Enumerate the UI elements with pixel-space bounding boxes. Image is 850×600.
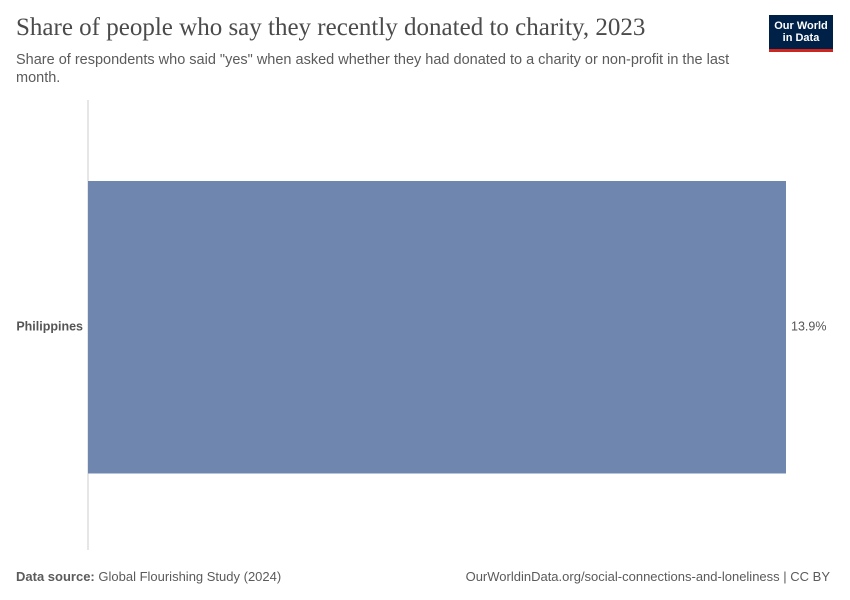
logo-text: Our World bbox=[774, 20, 828, 32]
footer-link[interactable]: OurWorldinData.org/social-connections-an… bbox=[465, 569, 830, 584]
logo[interactable]: Our World in Data bbox=[769, 15, 833, 52]
category-label: Philippines bbox=[16, 320, 83, 334]
chart-subtitle: Share of respondents who said "yes" when… bbox=[16, 52, 730, 86]
value-label: 13.9% bbox=[791, 320, 826, 334]
chart-title: Share of people who say they recently do… bbox=[16, 14, 646, 41]
source: Global Flourishing Study (2024) bbox=[98, 569, 282, 584]
bar bbox=[88, 181, 786, 474]
footer-source: Data source: Global Flourishing Study (2… bbox=[16, 569, 281, 584]
logo-text: in Data bbox=[782, 32, 820, 44]
source-label: Data source: bbox=[16, 569, 95, 584]
